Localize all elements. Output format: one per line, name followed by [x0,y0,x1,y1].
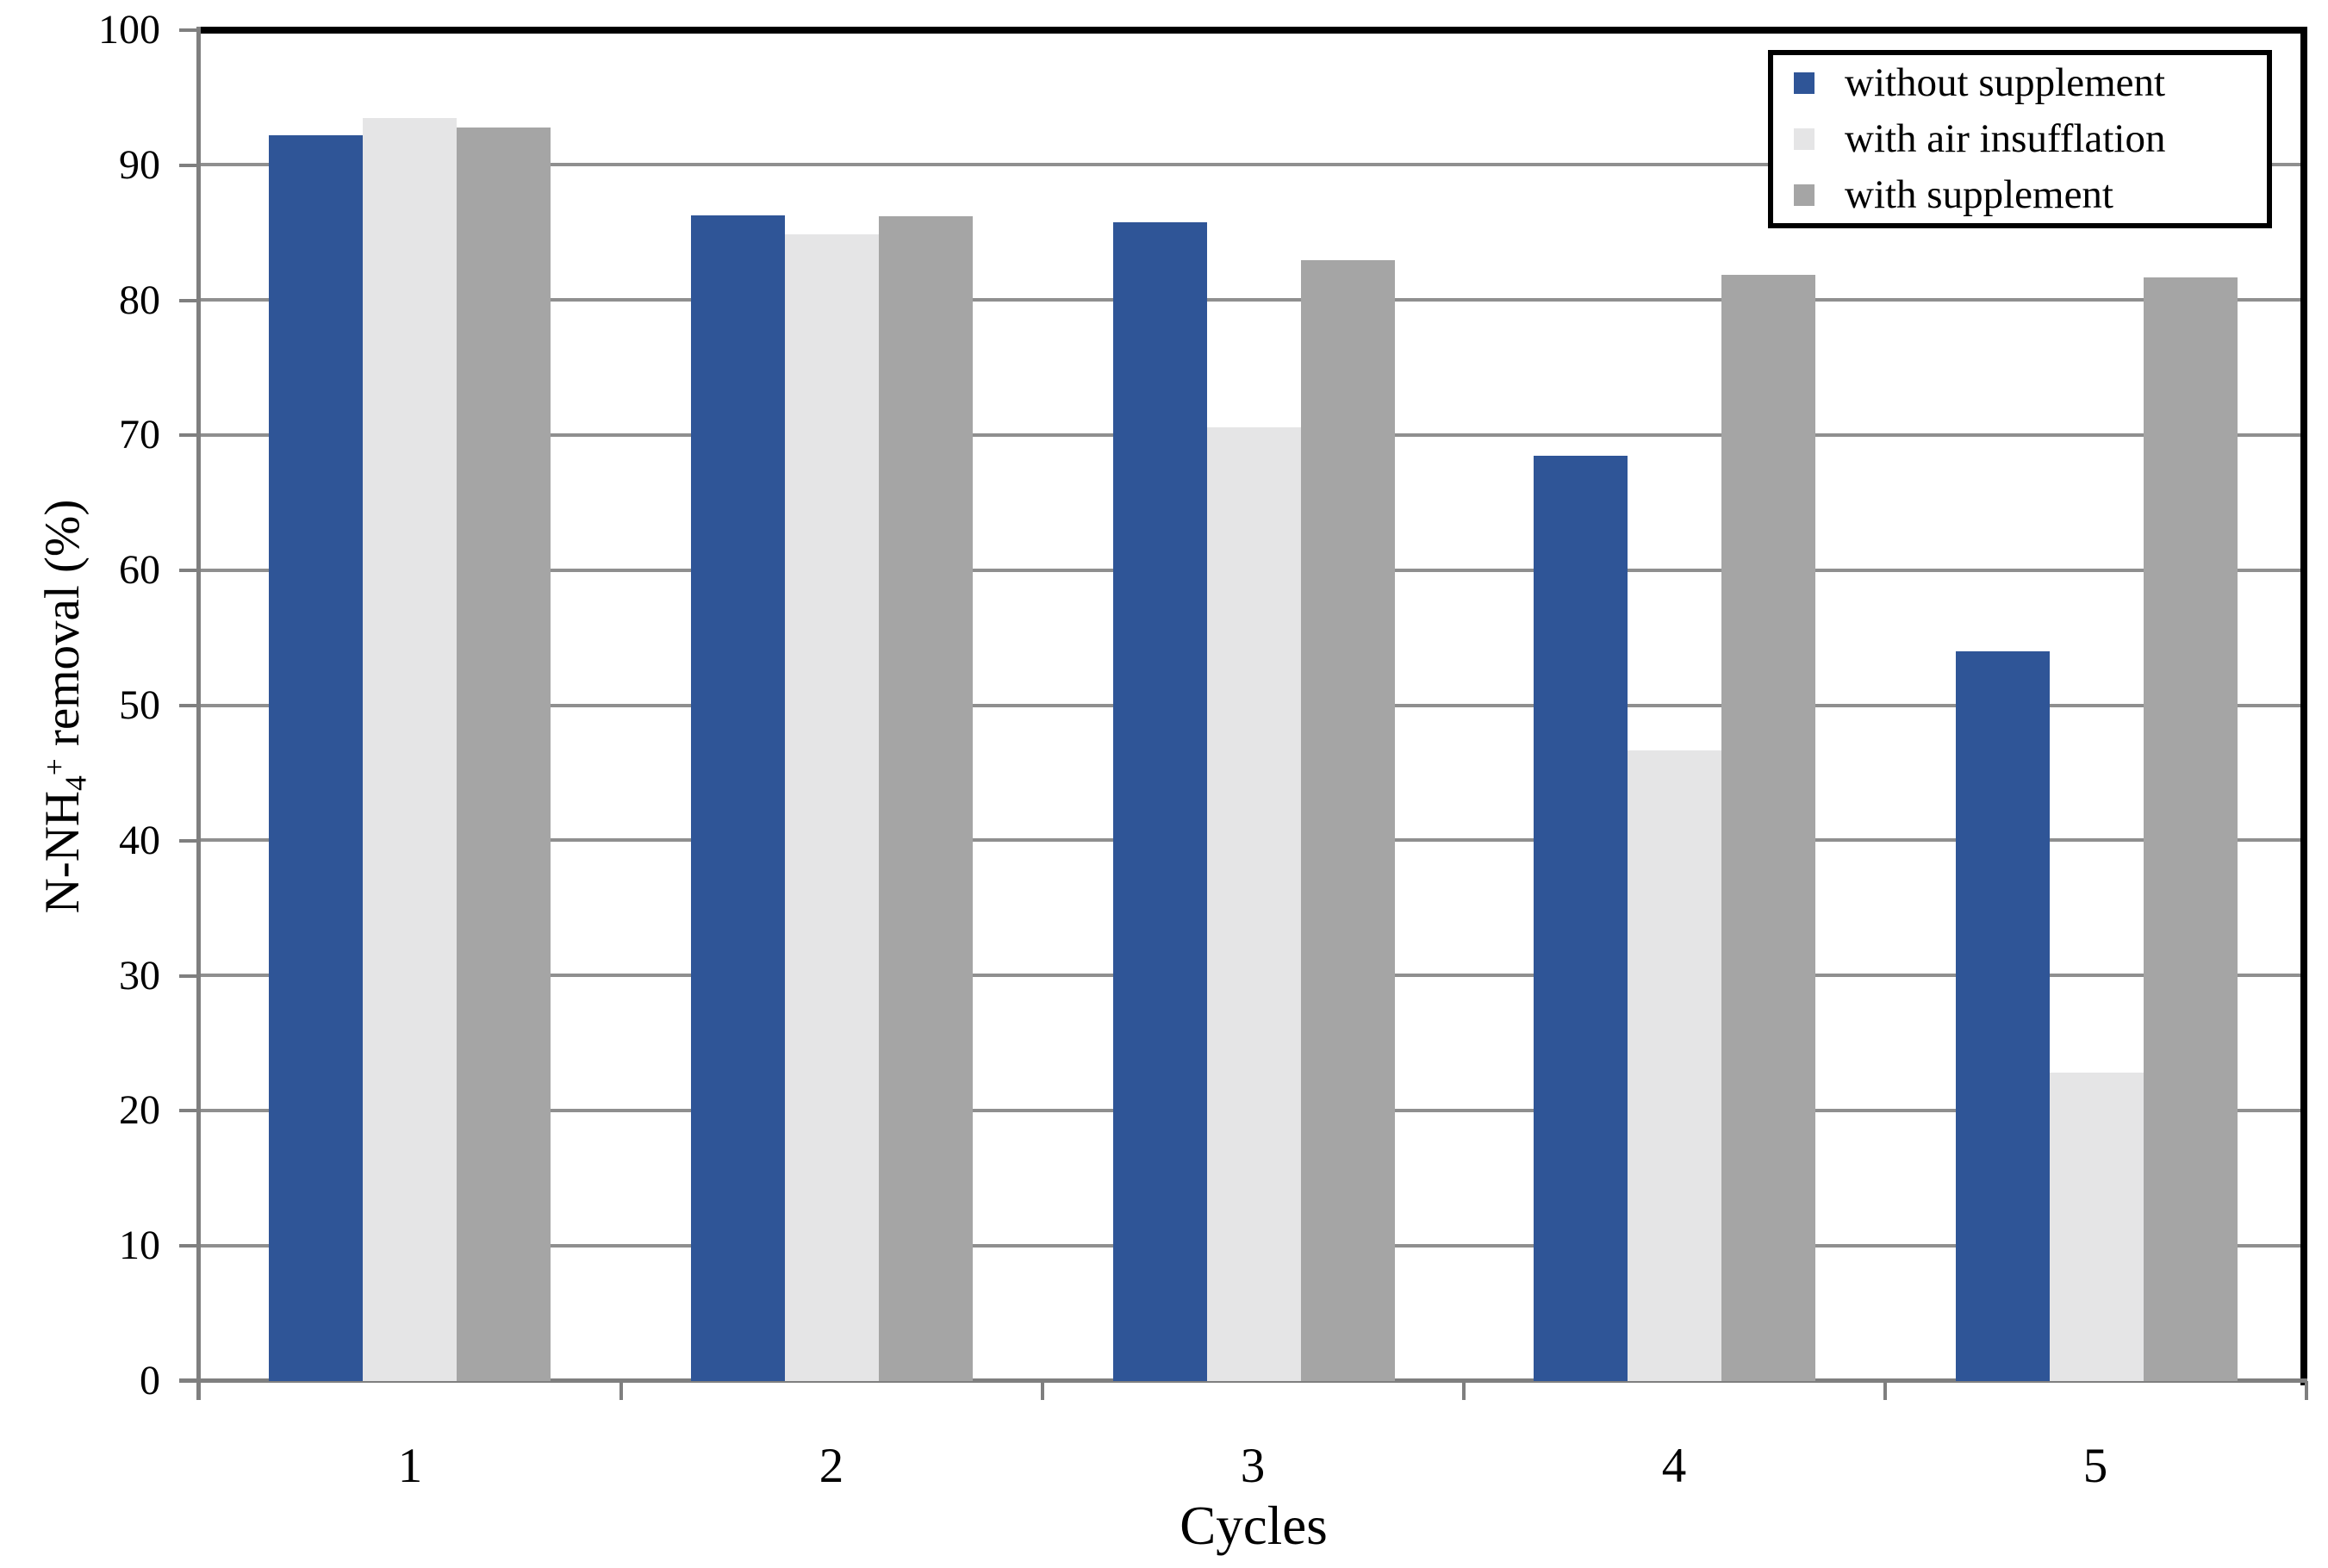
y-tick-30 [179,974,201,978]
bar-without-supplement-cycle-3 [1113,222,1207,1381]
y-tick-label-50: 50 [119,682,160,728]
x-tick-1 [1041,1381,1044,1400]
y-axis-line [196,27,201,1400]
y-tick-70 [179,433,201,437]
y-tick-90 [179,164,201,167]
x-category-label-3: 3 [1240,1439,1266,1493]
bar-with-supplement-cycle-1 [457,128,551,1381]
y-tick-label-40: 40 [119,818,160,863]
y-tick-0 [179,1379,201,1383]
x-category-label-2: 2 [819,1439,844,1493]
bar-with-air-insufflation-cycle-5 [2050,1073,2144,1381]
bar-with-air-insufflation-cycle-3 [1207,427,1301,1381]
y-tick-label-0: 0 [140,1358,160,1403]
y-tick-60 [179,569,201,572]
y-tick-40 [179,839,201,843]
y-tick-label-100: 100 [98,7,160,53]
y-tick-label-10: 10 [119,1223,160,1268]
y-axis-title: N-NH4+ removal (%) [5,231,105,1182]
plot-top-border [200,27,2307,34]
y-tick-100 [179,28,201,32]
legend-label: with supplement [1845,172,2113,217]
bar-with-supplement-cycle-4 [1721,275,1815,1381]
x-tick-2 [1462,1381,1466,1400]
bar-with-supplement-cycle-3 [1301,260,1395,1381]
x-category-label-5: 5 [2082,1439,2108,1493]
gridline-90 [201,163,2300,166]
y-tick-label-70: 70 [119,412,160,457]
x-axis-title: Cycles [1180,1496,1328,1556]
bar-with-supplement-cycle-2 [879,216,973,1381]
y-tick-10 [179,1244,201,1248]
legend-swatch-blue [1794,72,1814,94]
legend: without supplement with air insufflation… [1768,50,2272,228]
x-category-label-4: 4 [1661,1439,1687,1493]
bar-with-air-insufflation-cycle-2 [785,234,879,1381]
gridline-80 [201,298,2300,302]
y-tick-label-90: 90 [119,142,160,188]
legend-swatch-gray [1794,184,1814,206]
bar-with-air-insufflation-cycle-4 [1628,750,1721,1381]
legend-swatch-light-gray [1794,128,1814,150]
legend-item-without-supplement: without supplement [1773,55,2267,111]
y-title-subscript: 4 [59,775,93,791]
y-tick-20 [179,1109,201,1112]
plot-right-border [2300,27,2307,1385]
y-tick-label-60: 60 [119,547,160,593]
bar-with-supplement-cycle-5 [2144,277,2238,1381]
x-tick-4 [2305,1381,2308,1400]
y-title-prefix: N-NH [34,790,90,914]
legend-item-with-supplement: with supplement [1773,167,2267,223]
bar-without-supplement-cycle-4 [1534,456,1628,1381]
y-tick-label-30: 30 [119,953,160,999]
x-tick-3 [1883,1381,1887,1400]
legend-label: without supplement [1845,60,2166,105]
y-tick-label-80: 80 [119,277,160,323]
y-tick-80 [179,299,201,302]
bar-with-air-insufflation-cycle-1 [363,118,457,1381]
legend-item-with-air-insufflation: with air insufflation [1773,111,2267,167]
y-title-suffix: removal (%) [34,499,90,759]
y-title-superscript: + [38,758,72,776]
bar-without-supplement-cycle-5 [1956,651,2050,1381]
x-category-label-1: 1 [397,1439,423,1493]
y-tick-50 [179,704,201,707]
bar-without-supplement-cycle-1 [269,135,363,1381]
y-tick-label-20: 20 [119,1087,160,1133]
x-tick-0 [619,1381,623,1400]
legend-label: with air insufflation [1845,116,2166,161]
bar-without-supplement-cycle-2 [691,215,785,1381]
